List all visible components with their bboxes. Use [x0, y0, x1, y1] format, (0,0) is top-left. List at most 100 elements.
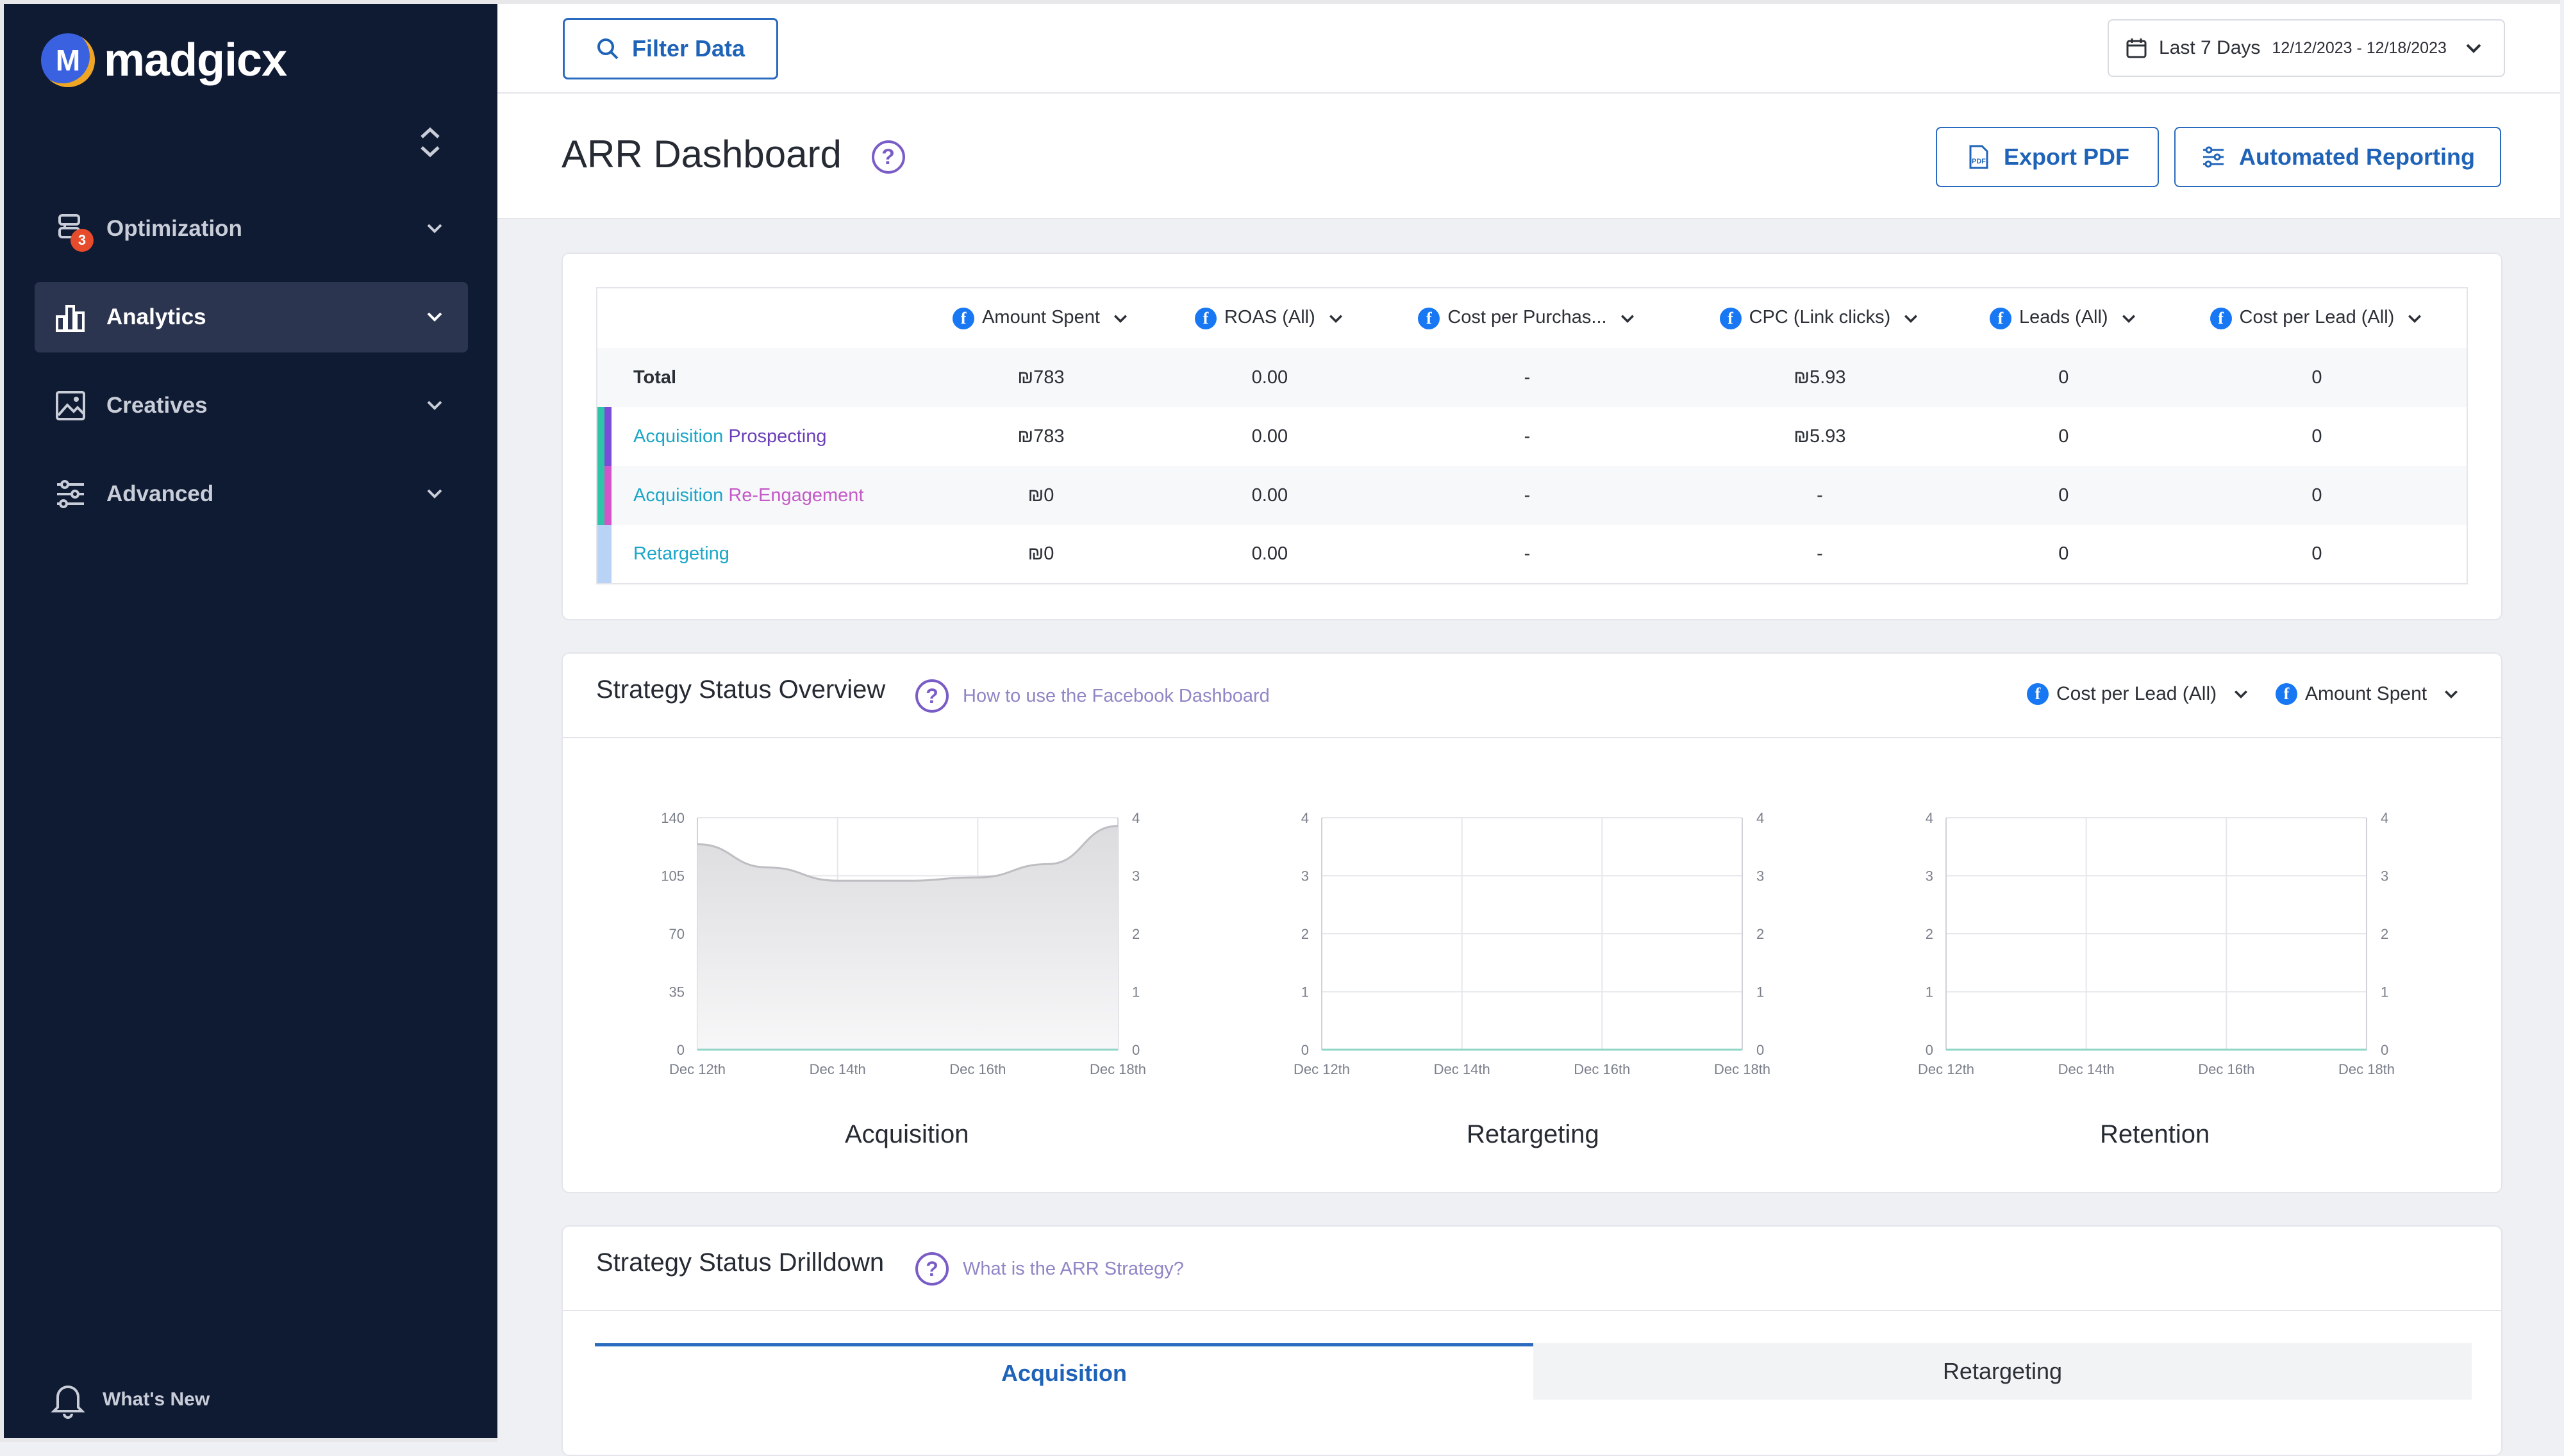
calendar-icon — [2126, 38, 2147, 58]
sidebar-item-label: Advanced — [106, 481, 214, 506]
table-row-retargeting[interactable]: Retargeting ₪0 0.00 - - 0 0 — [597, 525, 2467, 584]
chevron-down-icon — [427, 489, 442, 499]
sidebar-item-optimization[interactable]: 3 Optimization — [35, 194, 468, 264]
y-left-tick-label: 0 — [1301, 1042, 1309, 1058]
top-bar: Filter Data Last 7 Days 12/12/2023 - 12/… — [497, 0, 2560, 94]
brand-logo[interactable]: M madgicx — [41, 33, 287, 87]
chevron-down-icon — [1113, 315, 1127, 323]
tab-retargeting[interactable]: Retargeting — [1533, 1343, 2472, 1400]
row-label-header — [597, 288, 917, 348]
sidebar: M madgicx 3 Optimization Analytics Creat… — [0, 0, 497, 1442]
column-header[interactable]: f CPC (Link clicks) — [1679, 288, 1960, 348]
chart-title-retargeting: Retargeting — [1467, 1120, 1599, 1148]
column-label: Cost per Purchas... — [1447, 307, 1607, 328]
y-right-tick-label: 3 — [1756, 868, 1764, 884]
whats-new-link[interactable]: What's New — [50, 1380, 210, 1419]
y-left-tick-label: 3 — [1301, 868, 1309, 884]
y-right-tick-label: 3 — [2381, 868, 2388, 884]
drilldown-help-link[interactable]: What is the ARR Strategy? — [963, 1259, 1184, 1279]
help-icon[interactable]: ? — [871, 140, 905, 174]
chevron-down-icon — [2235, 690, 2248, 699]
divider — [563, 1310, 2501, 1311]
column-label: Amount Spent — [982, 307, 1100, 328]
help-icon[interactable]: ? — [915, 679, 949, 713]
column-label: ROAS (All) — [1224, 307, 1315, 328]
date-range-picker[interactable]: Last 7 Days 12/12/2023 - 12/18/2023 — [2108, 19, 2505, 77]
bell-icon — [51, 1386, 85, 1419]
column-label: CPC (Link clicks) — [1749, 307, 1891, 328]
pdf-icon: PDF — [1969, 145, 1988, 169]
row-label[interactable]: Retargeting — [597, 525, 917, 584]
whats-new-label: What's New — [103, 1389, 210, 1410]
x-tick-label: Dec 16th — [2198, 1061, 2254, 1077]
facebook-icon: f — [1194, 307, 1217, 329]
export-pdf-button[interactable]: PDF Export PDF — [1936, 127, 2159, 187]
y-left-tick-label: 1 — [1301, 984, 1309, 1000]
row-label[interactable]: Acquisition Re-Engagement — [597, 466, 917, 525]
expand-collapse-icon[interactable] — [414, 123, 446, 161]
column-header[interactable]: f ROAS (All) — [1165, 288, 1375, 348]
page-title: ARR Dashboard ? — [562, 132, 905, 176]
facebook-icon: f — [2027, 683, 2049, 705]
sidebar-item-label: Creatives — [106, 393, 208, 418]
overview-help-link[interactable]: How to use the Facebook Dashboard — [963, 686, 1270, 706]
row-sublabel-text: Prospecting — [728, 426, 827, 447]
facebook-icon: f — [1418, 307, 1440, 329]
metric-left-select[interactable]: f Cost per Lead (All) — [2027, 683, 2250, 705]
drilldown-card: Strategy Status Drilldown ? What is the … — [562, 1225, 2502, 1456]
sidebar-item-advanced[interactable]: Advanced — [35, 459, 468, 529]
sidebar-item-label: Analytics — [106, 304, 206, 329]
metrics-card: f Amount Spent f ROAS (All) f Cost per Purc… — [562, 252, 2502, 620]
drilldown-title: Strategy Status Drilldown — [596, 1248, 885, 1277]
table-cell: 0 — [2167, 348, 2467, 407]
x-tick-label: Dec 16th — [1574, 1061, 1630, 1077]
x-tick-label: Dec 12th — [1918, 1061, 1974, 1077]
column-header[interactable]: f Amount Spent — [917, 288, 1165, 348]
x-tick-label: Dec 12th — [1294, 1061, 1350, 1077]
table-cell: - — [1374, 348, 1680, 407]
table-header-row: f Amount Spent f ROAS (All) f Cost per Purc… — [597, 288, 2467, 348]
series-line-amount-spent — [697, 825, 1119, 882]
facebook-icon: f — [1989, 307, 2011, 329]
overview-card: Strategy Status Overview ? How to use th… — [562, 652, 2502, 1193]
x-tick-label: Dec 12th — [669, 1061, 726, 1077]
y-right-tick-label: 1 — [1132, 984, 1140, 1000]
column-header[interactable]: f Cost per Lead (All) — [2167, 288, 2467, 348]
column-header[interactable]: f Cost per Purchas... — [1375, 288, 1680, 348]
date-preset: Last 7 Days — [2159, 37, 2261, 58]
table-cell: ₪783 — [1017, 426, 1065, 447]
table-cell: 0 — [2058, 426, 2069, 447]
table-row-acquisition-reengagement[interactable]: Acquisition Re-Engagement ₪0 0.00 - - 0 … — [597, 466, 2467, 525]
help-icon[interactable]: ? — [915, 1252, 949, 1286]
table-row-total: Total ₪783 0.00 - ₪5.93 0 0 — [597, 348, 2467, 407]
tab-acquisition[interactable]: Acquisition — [595, 1343, 1533, 1400]
chevron-down-icon — [2466, 44, 2481, 53]
sidebar-item-analytics[interactable]: Analytics — [35, 282, 468, 352]
automated-reporting-label: Automated Reporting — [2239, 144, 2475, 170]
table-cell: 0.00 — [1165, 466, 1375, 525]
column-label: Leads (All) — [2019, 307, 2108, 328]
row-label[interactable]: Acquisition Prospecting — [597, 407, 917, 466]
y-left-tick-label: 4 — [1926, 810, 1933, 826]
bar-chart-icon — [53, 299, 88, 335]
table-cell: ₪783 — [917, 348, 1165, 407]
overview-charts: Dec 12th Dec 14th Dec 16th Dec 18th 0 35 70 105… — [661, 810, 2395, 1077]
sidebar-item-creatives[interactable]: Creatives — [35, 370, 468, 441]
madgicx-logo-icon: M — [41, 33, 95, 87]
metric-right-select[interactable]: f Amount Spent — [2276, 683, 2460, 705]
filter-data-button[interactable]: Filter Data — [563, 18, 778, 79]
table-cell: 0.00 — [1251, 543, 1288, 564]
table-cell: 0 — [2311, 543, 2322, 564]
table-cell: 0.00 — [1165, 348, 1375, 407]
y-left-tick-label: 2 — [1926, 926, 1933, 942]
facebook-icon: f — [953, 307, 975, 329]
page-header: ARR Dashboard ? PDF Export PDF Automated… — [497, 94, 2560, 219]
chart-title-retention: Retention — [2100, 1120, 2210, 1148]
strategy-color-stripe — [597, 407, 612, 466]
automated-reporting-button[interactable]: Automated Reporting — [2174, 127, 2501, 187]
table-cell: ₪5.93 — [1679, 348, 1960, 407]
y-right-tick-label: 2 — [1132, 926, 1140, 942]
column-header[interactable]: f Leads (All) — [1960, 288, 2167, 348]
chevron-down-icon — [2445, 690, 2458, 699]
table-row-acquisition-prospecting[interactable]: Acquisition Prospecting ₪783 0.00 - ₪5.9… — [597, 407, 2467, 466]
